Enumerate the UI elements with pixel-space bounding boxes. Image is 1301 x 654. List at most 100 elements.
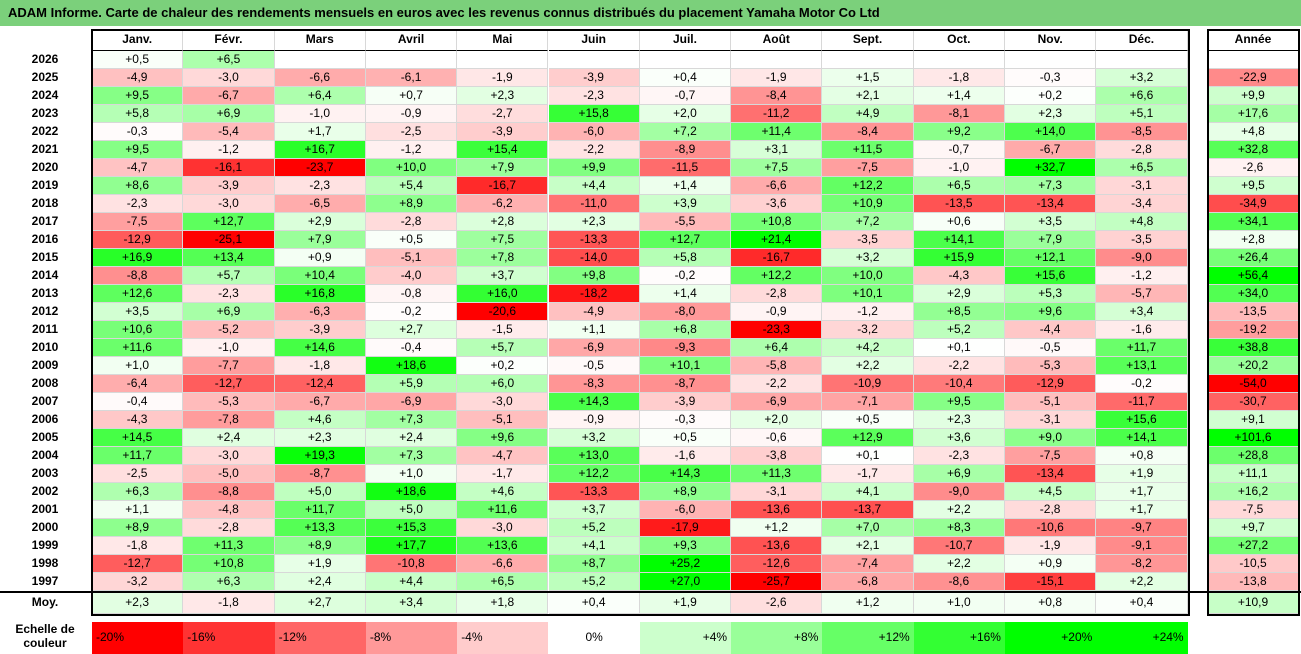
year-total-cell: +56,4 [1208, 267, 1299, 285]
heatmap-cell: +11,4 [731, 123, 823, 141]
heatmap-cell: +2,3 [274, 429, 366, 447]
year-total-cell: +9,9 [1208, 87, 1299, 105]
year-total-cell: -34,9 [1208, 195, 1299, 213]
heatmap-cell: -1,0 [913, 159, 1005, 177]
average-cell: +2,7 [274, 592, 366, 614]
heatmap-cell: +1,1 [548, 321, 640, 339]
heatmap-cell: -13,6 [731, 501, 823, 519]
heatmap-cell: +11,6 [92, 339, 184, 357]
heatmap-cell: -3,9 [548, 69, 640, 87]
year-label: 2003 [31, 466, 59, 480]
heatmap-cell: -10,8 [365, 555, 458, 573]
heatmap-cell: +3,4 [1096, 303, 1188, 321]
year-total-cell: +28,8 [1208, 447, 1299, 465]
heatmap-cell: -6,7 [183, 87, 275, 105]
heatmap-cell: -4,3 [92, 411, 184, 429]
heatmap-cell: -7,5 [92, 213, 184, 231]
heatmap-cell: +1,0 [365, 465, 458, 483]
heatmap-cell: +0,2 [457, 357, 549, 375]
heatmap-cell: -11,7 [1096, 393, 1188, 411]
year-label: 2013 [31, 286, 59, 300]
heatmap-cell: +3,2 [548, 429, 640, 447]
heatmap-cell: -1,8 [92, 537, 184, 555]
heatmap-cell: +6,6 [1096, 87, 1188, 105]
heatmap-cell: +19,3 [274, 447, 366, 465]
heatmap-cell: -3,1 [731, 483, 823, 501]
heatmap-cell: +5,8 [639, 249, 732, 267]
heatmap-cell: +10,1 [639, 357, 732, 375]
heatmap-cell: +1,2 [731, 519, 823, 537]
heatmap-cell: -5,3 [1005, 357, 1097, 375]
heatmap-cell: +10,6 [92, 321, 184, 339]
heatmap-cell: +2,2 [913, 501, 1005, 519]
heatmap-cell: +12,7 [639, 231, 732, 249]
heatmap-cell: -5,1 [457, 411, 549, 429]
heatmap-cell: -0,2 [1096, 375, 1188, 393]
heatmap-cell: +5,7 [457, 339, 549, 357]
heatmap-cell: +0,4 [639, 69, 732, 87]
heatmap-cell: -3,2 [92, 573, 184, 591]
year-total-cell [1208, 51, 1299, 69]
heatmap-cell: +16,9 [92, 249, 184, 267]
year-label: 2006 [31, 412, 59, 426]
heatmap-cell: -8,7 [274, 465, 366, 483]
heatmap-cell: +11,3 [731, 465, 823, 483]
heatmap-cell: -12,7 [92, 555, 184, 573]
year-label: 2024 [31, 88, 59, 102]
year-total-cell: +9,1 [1208, 411, 1299, 429]
average-cell: +0,4 [1096, 592, 1188, 614]
heatmap-cell: +1,5 [822, 69, 914, 87]
year-label: 2016 [31, 232, 59, 246]
heatmap-cell: -20,6 [457, 303, 549, 321]
heatmap-cell: +7,9 [274, 231, 366, 249]
average-cell: +1,2 [822, 592, 914, 614]
heatmap-cell: -9,7 [1096, 519, 1188, 537]
heatmap-cell: +0,9 [274, 249, 366, 267]
heatmap-cell: -8,3 [548, 375, 640, 393]
heatmap-cell: +7,8 [457, 249, 549, 267]
year-label: 1998 [31, 556, 59, 570]
heatmap-cell: -1,2 [822, 303, 914, 321]
heatmap-cell: -8,0 [639, 303, 732, 321]
heatmap-cell: +2,0 [731, 411, 823, 429]
heatmap-cell: +10,0 [365, 159, 458, 177]
heatmap-cell: -16,1 [183, 159, 275, 177]
heatmap-cell: +2,8 [457, 213, 549, 231]
heatmap-cell: -0,3 [92, 123, 184, 141]
year-total-cell: -13,5 [1208, 303, 1299, 321]
year-total-cell: +9,5 [1208, 177, 1299, 195]
scale-label: Echelle de couleur [15, 622, 75, 650]
heatmap-cell: +1,4 [639, 285, 732, 303]
heatmap-cell: -6,5 [274, 195, 366, 213]
heatmap-cell: +13,0 [548, 447, 640, 465]
average-cell: +1,0 [913, 592, 1005, 614]
heatmap-cell: -2,2 [548, 141, 640, 159]
heatmap-cell: -6,2 [457, 195, 549, 213]
scale-swatch: +12% [822, 622, 914, 654]
heatmap-cell: -25,7 [731, 573, 823, 591]
heatmap-cell: +14,0 [1005, 123, 1097, 141]
heatmap-cell: -7,4 [822, 555, 914, 573]
heatmap-cell: -7,8 [183, 411, 275, 429]
heatmap-cell: -6,0 [639, 501, 732, 519]
heatmap-cell: -8,1 [913, 105, 1005, 123]
year-label: 2004 [31, 448, 59, 462]
average-separator [0, 591, 1301, 593]
month-header: Avril [365, 29, 458, 51]
heatmap-cell: +0,8 [1096, 447, 1188, 465]
heatmap-cell: -5,3 [183, 393, 275, 411]
heatmap-cell: -8,9 [639, 141, 732, 159]
heatmap-cell: +5,3 [1005, 285, 1097, 303]
heatmap-cell: +9,0 [1005, 429, 1097, 447]
year-total-cell: +34,0 [1208, 285, 1299, 303]
year-total-header: Année [1208, 29, 1299, 51]
heatmap-cell: +3,2 [822, 249, 914, 267]
year-label: 2011 [31, 322, 59, 336]
heatmap-cell: +16,0 [457, 285, 549, 303]
heatmap-cell [548, 51, 640, 69]
heatmap-cell: +14,6 [274, 339, 366, 357]
heatmap-cell: -0,9 [365, 105, 458, 123]
heatmap-cell: +4,1 [822, 483, 914, 501]
heatmap-cell: -18,2 [548, 285, 640, 303]
year-label: 2002 [31, 484, 59, 498]
